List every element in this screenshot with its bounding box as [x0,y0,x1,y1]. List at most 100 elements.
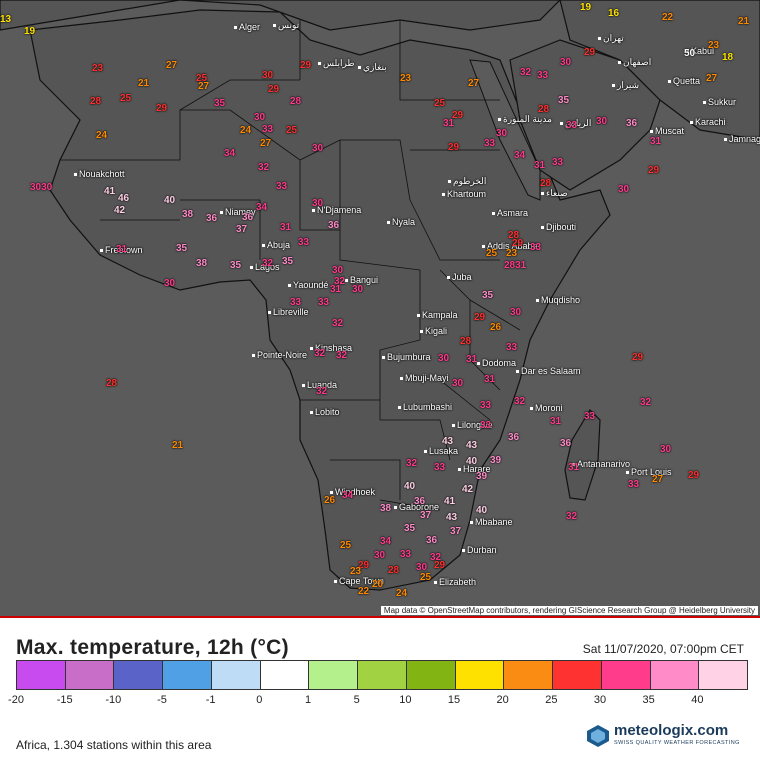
station-temperature[interactable]: 30 [312,143,324,154]
station-temperature[interactable]: 29 [156,103,168,114]
station-temperature[interactable]: 30 [416,562,428,573]
station-temperature[interactable]: 28 [540,178,552,189]
station-temperature[interactable]: 23 [92,63,104,74]
station-temperature[interactable]: 33 [318,297,330,308]
station-temperature[interactable]: 33 [537,70,549,81]
station-temperature[interactable]: 34 [342,490,354,501]
station-temperature[interactable]: 35 [214,98,226,109]
station-temperature[interactable]: 43 [466,440,478,451]
station-temperature[interactable]: 32 [430,552,442,563]
station-temperature[interactable]: 21 [172,440,184,451]
station-temperature[interactable]: 39 [476,471,488,482]
weather-map[interactable]: Alger تونس طرابلس بنغازي Nouakchott Niamey N'D… [0,0,760,616]
station-temperature[interactable]: 32 [336,350,348,361]
station-temperature[interactable]: 32 [314,348,326,359]
station-temperature[interactable]: 32 [262,258,274,269]
station-temperature[interactable]: 32 [258,162,270,173]
station-temperature[interactable]: 32 [640,397,652,408]
station-temperature[interactable]: 29 [584,47,596,58]
station-temperature[interactable]: 31 [280,222,292,233]
station-temperature[interactable]: 31 [443,118,455,129]
station-temperature[interactable]: 16 [608,8,620,19]
station-temperature[interactable]: 36 [206,213,218,224]
station-temperature[interactable]: 23 [708,40,720,51]
station-temperature[interactable]: 18 [722,52,734,63]
station-temperature[interactable]: 38 [182,209,194,220]
station-temperature[interactable]: 22 [358,586,370,597]
station-temperature[interactable]: 36 [626,118,638,129]
station-temperature[interactable]: 32 [332,318,344,329]
station-temperature[interactable]: 33 [506,342,518,353]
station-temperature[interactable]: 42 [114,205,126,216]
station-temperature[interactable]: 35 [230,260,242,271]
station-temperature[interactable]: 33 [480,400,492,411]
station-temperature[interactable]: 30 [596,116,608,127]
station-temperature[interactable]: 24 [396,588,408,599]
station-temperature[interactable]: 28 [290,96,302,107]
station-temperature[interactable]: 33 [480,420,492,431]
station-temperature[interactable]: 27 [198,81,210,92]
station-temperature[interactable]: 35 [404,523,416,534]
station-temperature[interactable]: 33 [276,181,288,192]
station-temperature[interactable]: 40 [476,505,488,516]
station-temperature[interactable]: 26 [490,322,502,333]
station-temperature[interactable]: 28 [460,336,472,347]
station-temperature[interactable]: 36 [242,212,254,223]
station-temperature[interactable]: 36 [414,496,426,507]
station-temperature[interactable]: 21 [138,78,150,89]
station-temperature[interactable]: 24 [240,125,252,136]
station-temperature[interactable]: 28 [90,96,102,107]
station-temperature[interactable]: 29 [648,165,660,176]
station-temperature[interactable]: 33 [434,462,446,473]
station-temperature[interactable]: 29 [452,110,464,121]
station-temperature[interactable]: 23 [400,73,412,84]
station-temperature[interactable]: 25 [340,540,352,551]
station-temperature[interactable]: 30 [164,278,176,289]
station-temperature[interactable]: 31 [116,244,128,255]
station-temperature[interactable]: 29 [688,470,700,481]
station-temperature[interactable]: 33 [290,297,302,308]
station-temperature[interactable]: 36 [328,220,340,231]
station-temperature[interactable]: 37 [450,526,462,537]
station-temperature[interactable]: 31 [650,136,662,147]
station-temperature[interactable]: 30 [312,198,324,209]
station-temperature[interactable]: 32 [316,386,328,397]
station-temperature[interactable]: 46 [118,193,130,204]
station-temperature[interactable]: 39 [490,455,502,466]
station-temperature[interactable]: 19 [24,26,36,37]
station-temperature[interactable]: 29 [448,142,460,153]
station-temperature[interactable]: 37 [236,224,248,235]
station-temperature[interactable]: 30 [560,57,572,68]
station-temperature[interactable]: 20 [372,579,384,590]
station-temperature[interactable]: 28 [106,378,118,389]
station-temperature[interactable]: 25 [286,125,298,136]
station-temperature[interactable]: 29 [474,312,486,323]
station-temperature[interactable]: 32 [406,458,418,469]
station-temperature[interactable]: 30 [660,444,672,455]
station-temperature[interactable]: 22 [662,12,674,23]
station-temperature[interactable]: 31 [484,374,496,385]
station-temperature[interactable]: 40 [164,195,176,206]
station-temperature[interactable]: 28 [508,230,520,241]
station-temperature[interactable]: 30 [374,550,386,561]
station-temperature[interactable]: 23 [350,566,362,577]
station-temperature[interactable]: 31 [330,284,342,295]
station-temperature[interactable]: 27 [166,60,178,71]
station-temperature[interactable]: 35 [482,290,494,301]
station-temperature[interactable]: 29 [300,60,312,71]
station-temperature[interactable]: 31 [466,354,478,365]
station-temperature[interactable]: 33 [400,549,412,560]
station-temperature[interactable]: 35 [282,256,294,267]
station-temperature[interactable]: 36 [560,438,572,449]
station-temperature[interactable]: 34 [224,148,236,159]
station-temperature[interactable]: 32 [514,396,526,407]
station-temperature[interactable]: 34 [380,536,392,547]
station-temperature[interactable]: 40 [466,456,478,467]
station-temperature[interactable]: 40 [404,481,416,492]
station-temperature[interactable]: 32 [334,276,346,287]
station-temperature[interactable]: 24 [96,130,108,141]
station-temperature[interactable]: 21 [738,16,750,27]
station-temperature[interactable]: 30 [332,265,344,276]
station-temperature[interactable]: 29 [358,560,370,571]
station-temperature[interactable]: 27 [260,138,272,149]
